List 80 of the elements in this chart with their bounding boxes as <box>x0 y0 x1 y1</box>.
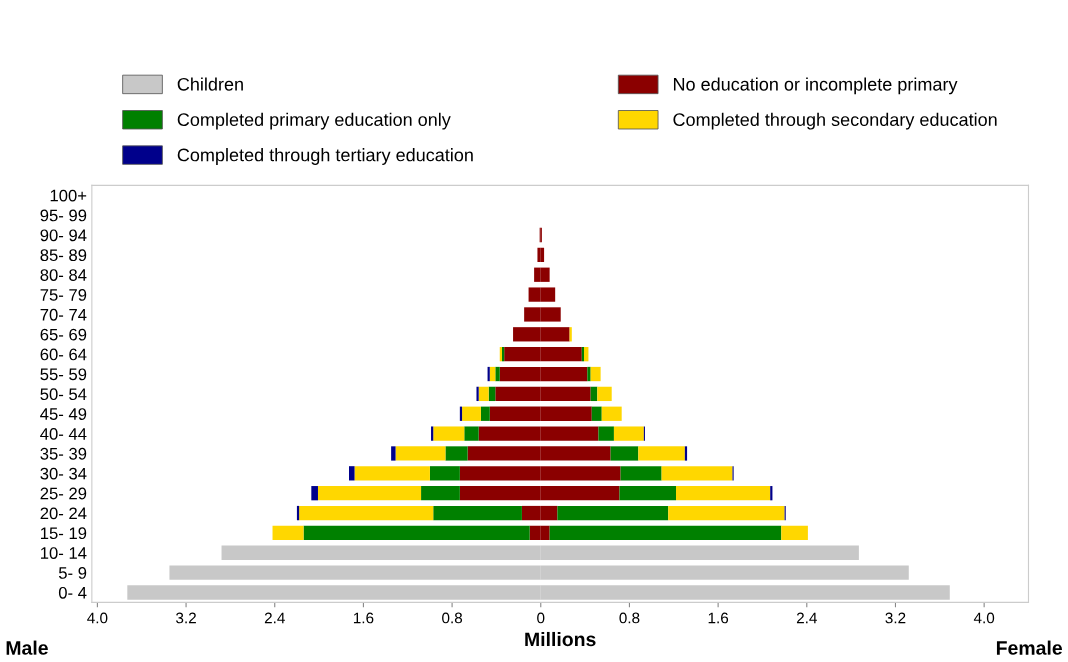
bar <box>668 505 785 521</box>
bar <box>480 406 490 421</box>
bar <box>349 466 355 481</box>
bar <box>464 426 479 441</box>
bar <box>303 525 530 541</box>
y-tick-label: 10- 14 <box>41 547 87 559</box>
bar <box>391 446 396 461</box>
y-tick-label: 95- 99 <box>40 209 87 222</box>
legend-label: Completed primary education only <box>177 112 451 130</box>
y-tick-label: 5- 9 <box>58 567 87 579</box>
x-tick-label: 0.8 <box>619 612 640 624</box>
x-tick-label: 0 <box>537 612 545 624</box>
bar <box>317 486 422 501</box>
y-tick-label: 30- 34 <box>40 467 87 480</box>
bar <box>431 426 434 441</box>
bar <box>433 426 465 441</box>
bar <box>395 446 446 461</box>
text: Female <box>996 640 1062 655</box>
legend-label: Completed through tertiary education <box>177 148 473 165</box>
bar <box>478 386 489 402</box>
bar <box>587 366 591 382</box>
y-tick-label: 45- 49 <box>40 408 87 420</box>
legend-label: No education or incomplete primary <box>673 77 958 95</box>
bar <box>462 406 481 421</box>
y-tick-label: 55- 59 <box>40 368 87 381</box>
bar <box>354 466 430 481</box>
bar <box>610 446 639 461</box>
bar <box>445 446 468 461</box>
y-tick-label: 100+ <box>50 189 87 202</box>
x-tick-label: 2.4 <box>796 612 817 624</box>
y-tick-label: 0- 4 <box>58 586 87 599</box>
y-tick-label: 15- 19 <box>41 527 87 540</box>
x-tick-label: 2.4 <box>264 612 285 624</box>
x-tick-label: 1.6 <box>353 612 374 624</box>
x-tick-label: 4.0 <box>973 612 995 624</box>
y-tick-label: 35- 39 <box>40 447 87 460</box>
bar <box>421 486 460 501</box>
bar <box>601 406 622 421</box>
x-tick-label: 0.8 <box>442 612 463 624</box>
x-tick-label: 1.6 <box>708 612 729 624</box>
y-tick-label: 80- 84 <box>40 269 87 281</box>
y-tick-label: 20- 24 <box>40 507 87 520</box>
bar <box>272 525 304 541</box>
bar <box>638 446 685 461</box>
y-tick-label: 90- 94 <box>40 229 87 242</box>
y-tick-label: 60- 64 <box>40 348 87 361</box>
x-tick-label: 3.2 <box>176 612 196 624</box>
bar <box>495 366 500 382</box>
bar <box>557 505 669 521</box>
legend-label: Children <box>177 77 243 91</box>
bar <box>598 426 614 441</box>
bar <box>591 406 602 421</box>
bar <box>549 525 782 541</box>
bar <box>620 466 662 481</box>
bar <box>676 486 771 501</box>
y-tick-label: 50- 54 <box>40 388 87 401</box>
bar <box>590 366 601 382</box>
x-tick-label: 3.2 <box>885 612 906 624</box>
bar <box>429 466 460 481</box>
y-tick-label: 85- 89 <box>40 249 87 262</box>
bar <box>781 525 808 541</box>
y-tick-label: 65- 69 <box>40 328 87 341</box>
bar <box>597 386 612 402</box>
bar <box>684 446 688 461</box>
bar <box>299 505 434 521</box>
bar <box>619 486 676 501</box>
bar <box>613 426 644 441</box>
bar <box>661 466 733 481</box>
y-tick-label: 75- 79 <box>40 288 87 301</box>
bar <box>537 247 541 263</box>
x-axis-title: Millions <box>525 631 596 647</box>
y-tick-label: 70- 74 <box>40 308 87 321</box>
legend-label: Completed through secondary education <box>673 112 997 130</box>
x-tick-label: 4.0 <box>87 612 108 624</box>
y-tick-label: 25- 29 <box>40 487 87 500</box>
text: Male <box>6 640 48 655</box>
y-tick-label: 40- 44 <box>40 428 87 440</box>
bar <box>476 386 479 402</box>
bar <box>311 486 318 501</box>
bar <box>433 505 522 521</box>
